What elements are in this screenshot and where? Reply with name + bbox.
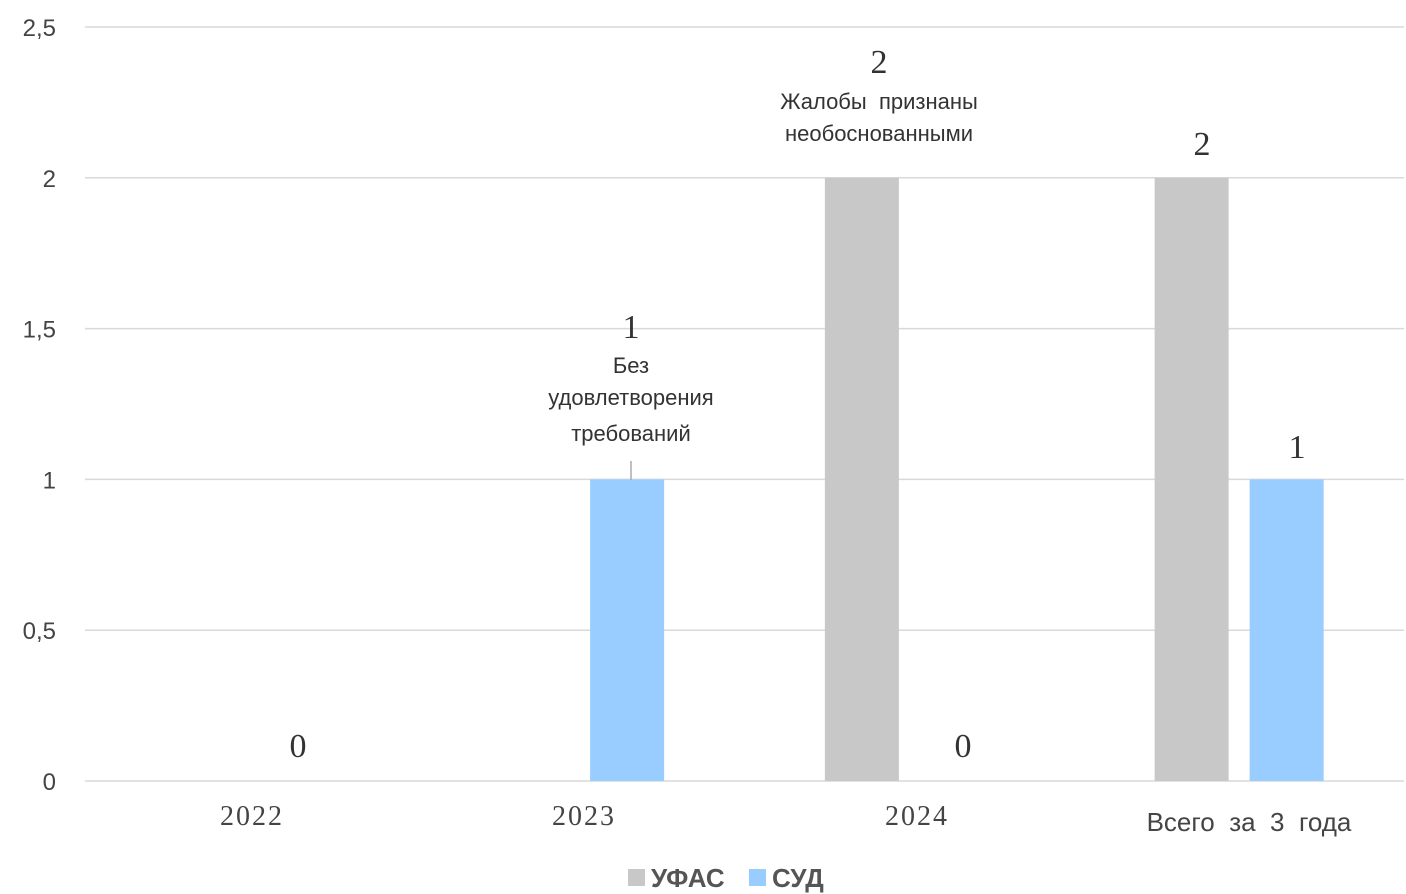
annotation-2023-line3: требований — [571, 421, 691, 446]
data-label-2022-ufas: 0 — [290, 728, 307, 765]
x-axis: 2022 2023 2024 Всего за 3 года — [220, 801, 1352, 837]
x-tick-total: Всего за 3 года — [1147, 807, 1352, 837]
annotations: Без удовлетворения требований Жалобы при… — [548, 89, 978, 480]
data-label-2023-sud: 1 — [623, 309, 640, 346]
x-tick-2022: 2022 — [220, 801, 284, 832]
bars — [590, 177, 1324, 782]
y-tick-label: 0,5 — [23, 618, 56, 645]
bar-sud-3 — [1249, 479, 1324, 781]
annotation-2024-line1: Жалобы признаны — [780, 89, 978, 114]
y-tick-label: 1,5 — [23, 317, 56, 344]
x-tick-2024: 2024 — [885, 801, 949, 832]
bar-ufas-2 — [824, 177, 899, 782]
y-axis: 0 0,5 1 1,5 2 2,5 — [23, 15, 56, 796]
data-labels: 0 1 2 0 2 1 — [290, 44, 1306, 765]
y-tick-label: 0 — [43, 769, 56, 796]
legend: УФАС СУД — [628, 863, 824, 893]
y-tick-label: 2,5 — [23, 15, 56, 42]
y-tick-label: 2 — [43, 166, 56, 193]
data-label-total-sud: 1 — [1289, 429, 1306, 466]
annotation-2023-line1: Без — [613, 353, 649, 378]
data-label-2024-sud: 0 — [955, 728, 972, 765]
bar-ufas-3 — [1154, 177, 1229, 782]
annotation-2024-line2: необоснованными — [785, 121, 973, 146]
legend-swatch-sud — [749, 869, 766, 886]
data-label-total-ufas: 2 — [1194, 126, 1211, 163]
legend-label-ufas: УФАС — [651, 863, 725, 893]
bar-sud-1 — [590, 479, 665, 781]
legend-swatch-ufas — [628, 869, 645, 886]
legend-label-sud: СУД — [772, 863, 824, 893]
x-tick-2023: 2023 — [552, 801, 616, 832]
y-tick-label: 1 — [43, 467, 56, 494]
annotation-2023-line2: удовлетворения — [548, 385, 713, 410]
data-label-2024-ufas: 2 — [871, 44, 888, 81]
